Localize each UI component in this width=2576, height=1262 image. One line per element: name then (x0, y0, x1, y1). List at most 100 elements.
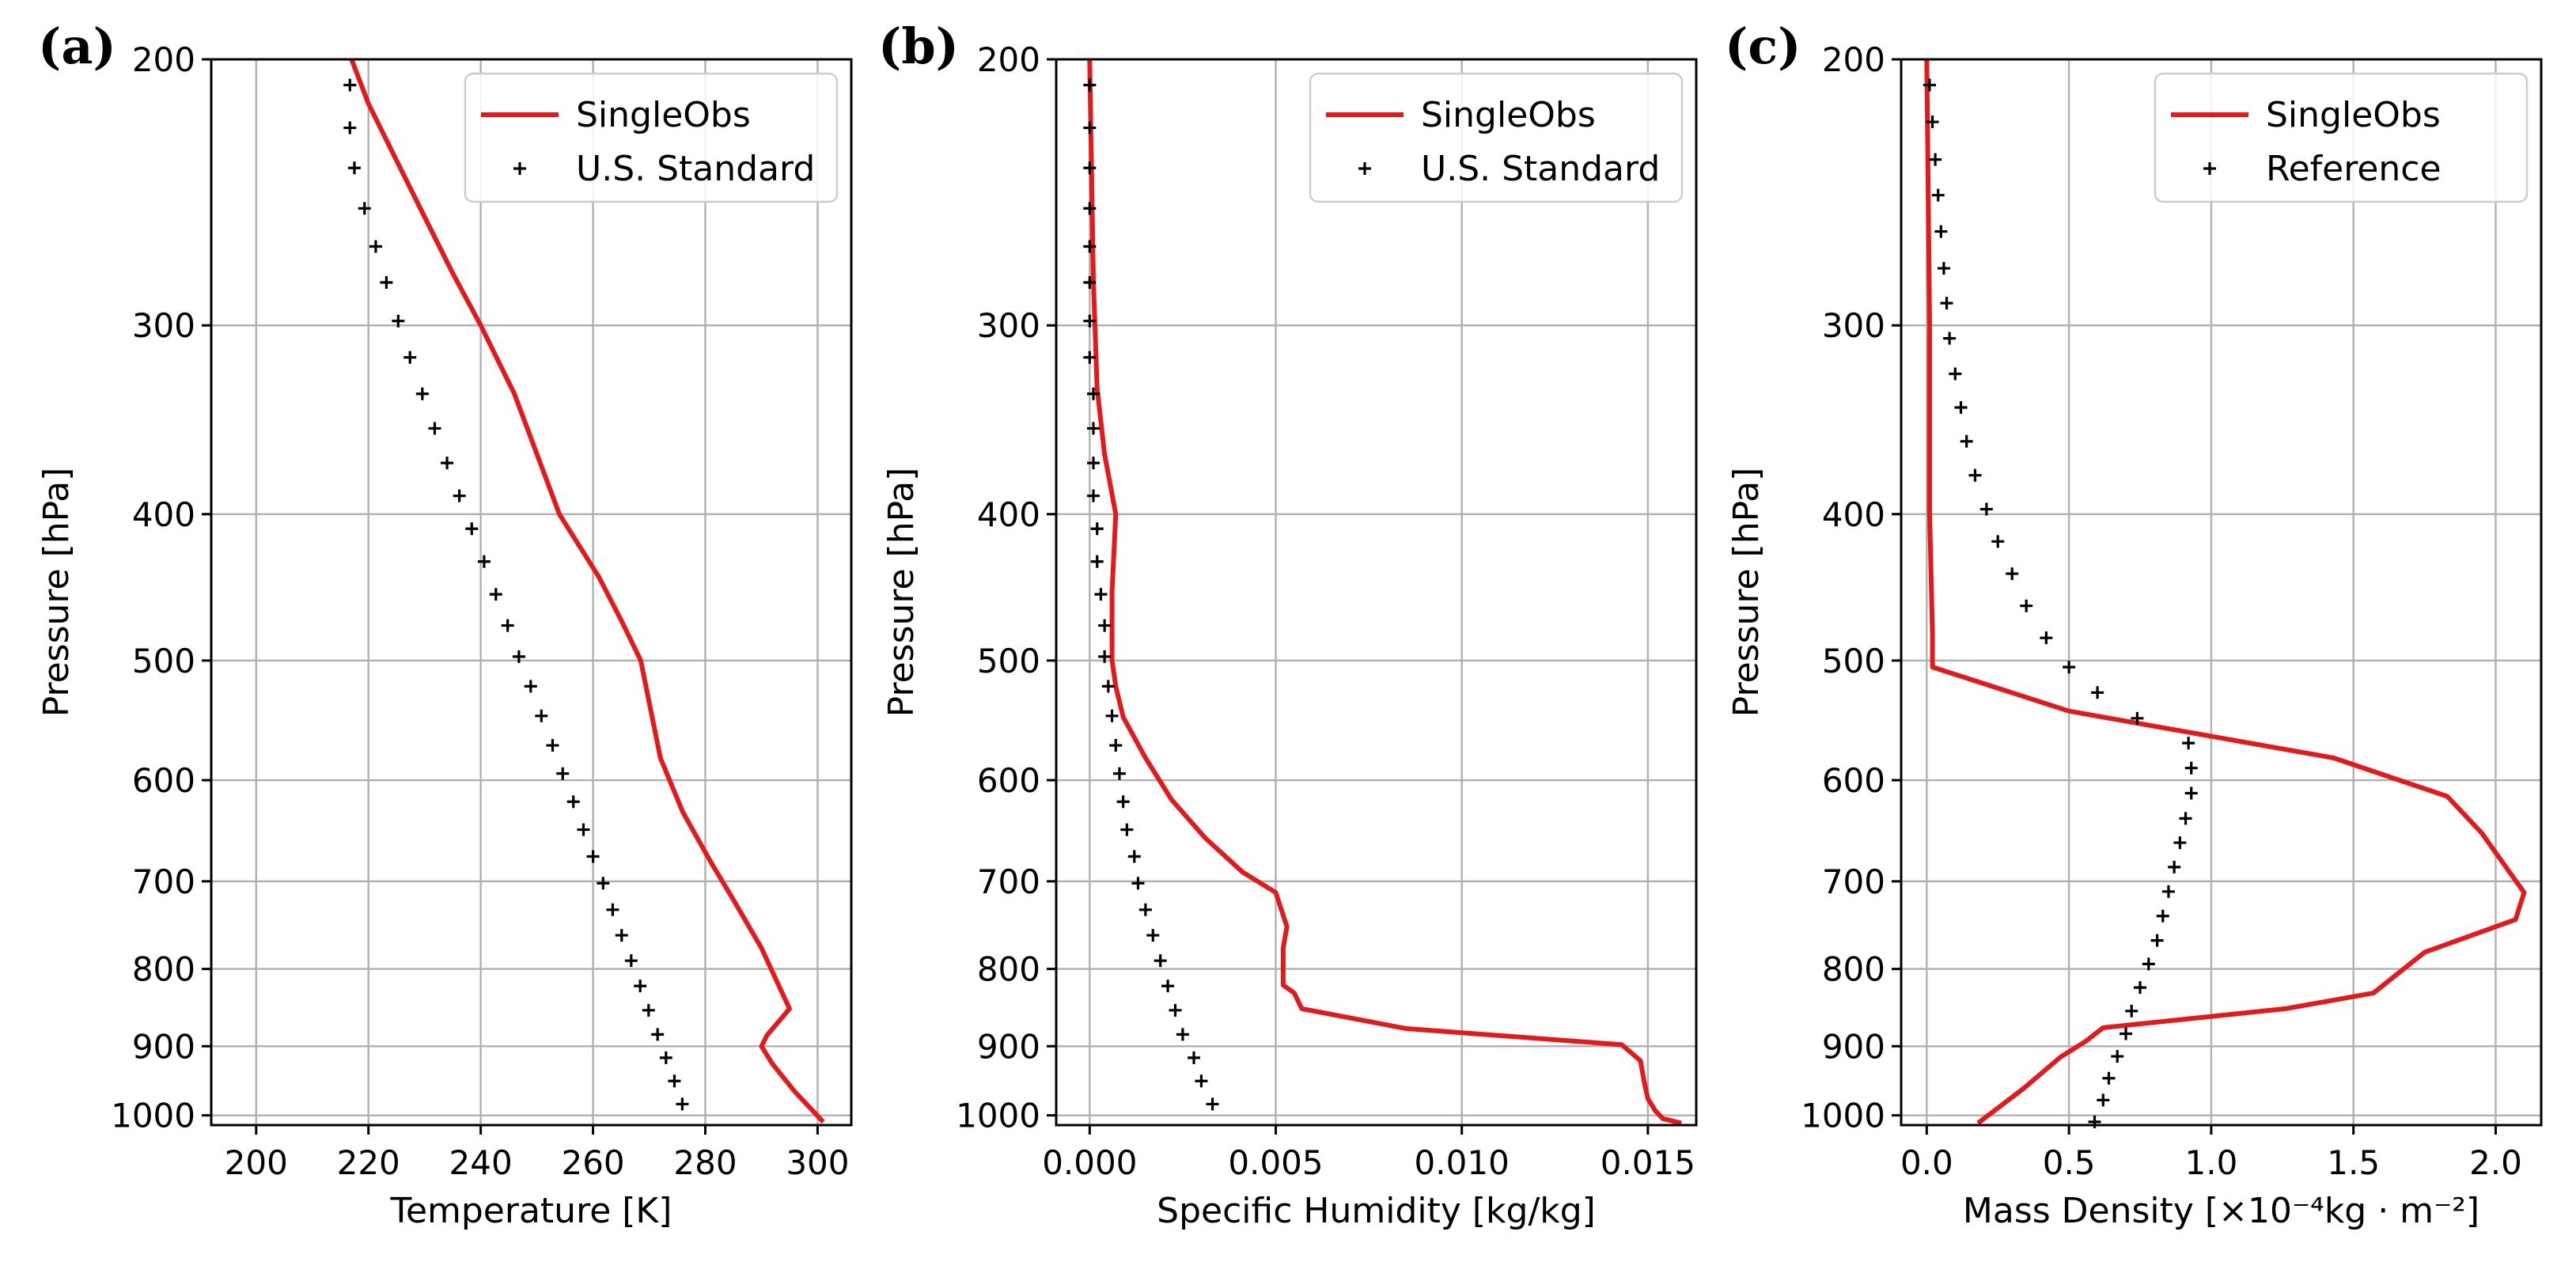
data-point-marker (392, 314, 405, 328)
data-point-marker (1146, 929, 1160, 942)
data-point-marker (642, 1003, 655, 1017)
x-axis-label: Temperature [K] (390, 1191, 672, 1231)
y-tick-label: 600 (1822, 761, 1885, 800)
y-tick-label: 200 (1822, 40, 1885, 79)
y-tick-label: 700 (977, 862, 1040, 901)
data-point-marker (2097, 1093, 2110, 1107)
data-point-marker (1087, 489, 1100, 502)
y-tick-label: 500 (132, 642, 195, 680)
x-tick-label: 0.0 (1900, 1143, 1953, 1182)
x-tick-label: 0.005 (1228, 1143, 1323, 1182)
data-point-marker (477, 555, 491, 568)
data-point-marker (1083, 275, 1097, 289)
data-point-marker (668, 1074, 681, 1088)
data-point-marker (1960, 434, 1973, 448)
legend-marker-swatch (513, 162, 526, 175)
data-point-marker (2091, 686, 2104, 699)
data-point-marker (1087, 387, 1100, 400)
data-point-marker (1169, 1003, 1182, 1017)
data-point-marker (566, 795, 580, 809)
data-point-marker (1094, 588, 1108, 601)
data-point-marker (606, 903, 619, 916)
data-point-marker (2131, 711, 2144, 725)
y-tick-label: 800 (977, 950, 1040, 989)
x-tick-label: 200 (225, 1143, 288, 1182)
data-point-marker (1954, 401, 1968, 415)
data-point-marker (597, 877, 610, 890)
data-point-marker (535, 709, 548, 722)
y-tick-label: 300 (132, 306, 195, 345)
data-point-marker (1176, 1028, 1189, 1041)
legend-box (1309, 72, 1684, 203)
x-tick-label: 0.5 (2043, 1143, 2096, 1182)
data-point-marker (441, 457, 454, 470)
y-tick-label: 700 (1822, 862, 1885, 901)
panel-label: (a) (38, 17, 116, 75)
data-point-marker (2150, 934, 2164, 947)
data-point-marker (1105, 709, 1119, 722)
x-tick-label: 1.5 (2327, 1143, 2380, 1182)
y-tick-label: 400 (132, 495, 195, 534)
data-point-marker (1101, 680, 1115, 693)
data-point-marker (2120, 1027, 2133, 1040)
y-tick-label: 400 (977, 495, 1040, 534)
data-point-marker (1161, 980, 1175, 993)
y-tick-label: 300 (1822, 306, 1885, 345)
data-point-marker (1188, 1051, 1201, 1064)
data-point-marker (1087, 457, 1100, 470)
data-point-marker (2182, 737, 2195, 750)
data-point-marker (556, 767, 570, 780)
axes-frame (1055, 58, 1698, 1127)
data-point-marker (1083, 78, 1097, 92)
data-point-marker (465, 522, 479, 536)
axes-frame (1900, 58, 2543, 1127)
y-tick-label: 1000 (956, 1097, 1040, 1135)
legend-entry-label: SingleObs (1421, 95, 1596, 135)
y-axis-label: Pressure [hPa] (36, 468, 77, 718)
data-point-marker (512, 650, 525, 663)
data-point-marker (1098, 619, 1112, 632)
data-point-marker (651, 1028, 665, 1041)
data-point-marker (428, 422, 441, 435)
legend-marker-swatch (1358, 162, 1371, 175)
data-point-marker (2006, 567, 2019, 581)
data-point-marker (1991, 535, 2005, 548)
x-tick-label: 280 (673, 1143, 737, 1182)
data-point-marker (586, 850, 600, 863)
data-point-marker (524, 680, 537, 693)
data-point-marker (2040, 631, 2053, 645)
data-point-marker (369, 240, 382, 253)
data-point-marker (2088, 1115, 2101, 1128)
y-tick-label: 900 (132, 1027, 195, 1066)
series-line-singleobs (1087, 59, 1682, 1125)
data-point-marker (2102, 1071, 2116, 1085)
x-tick-label: 0.015 (1601, 1143, 1695, 1182)
data-point-marker (1923, 78, 1936, 92)
data-point-marker (343, 78, 357, 92)
data-point-marker (1083, 351, 1097, 364)
data-point-marker (1090, 522, 1104, 536)
panel-label: (b) (878, 17, 959, 75)
y-tick-label: 900 (1822, 1027, 1885, 1066)
y-tick-label: 900 (977, 1027, 1040, 1066)
y-axis-label: Pressure [hPa] (881, 468, 922, 718)
data-point-marker (1929, 153, 1942, 166)
data-point-marker (1206, 1097, 1219, 1111)
y-tick-label: 500 (977, 642, 1040, 680)
panel-b: 0.000 0.005 0.010 0.015 200 300 400 500 600 700 80… (878, 17, 1698, 1231)
legend-marker-swatch (2203, 162, 2216, 175)
data-point-marker (546, 739, 559, 752)
data-point-marker (1083, 314, 1097, 328)
data-point-marker (1943, 332, 1957, 345)
legend-box (464, 72, 839, 203)
data-point-marker (380, 275, 393, 289)
data-point-marker (453, 489, 466, 502)
y-tick-label: 300 (977, 306, 1040, 345)
y-tick-label: 400 (1822, 495, 1885, 534)
axes-frame (210, 58, 853, 1127)
data-point-marker (1083, 121, 1097, 135)
data-point-marker (1083, 161, 1097, 175)
data-point-marker (1949, 367, 1962, 381)
y-tick-label: 1000 (111, 1097, 195, 1135)
data-point-marker (1154, 954, 1167, 968)
